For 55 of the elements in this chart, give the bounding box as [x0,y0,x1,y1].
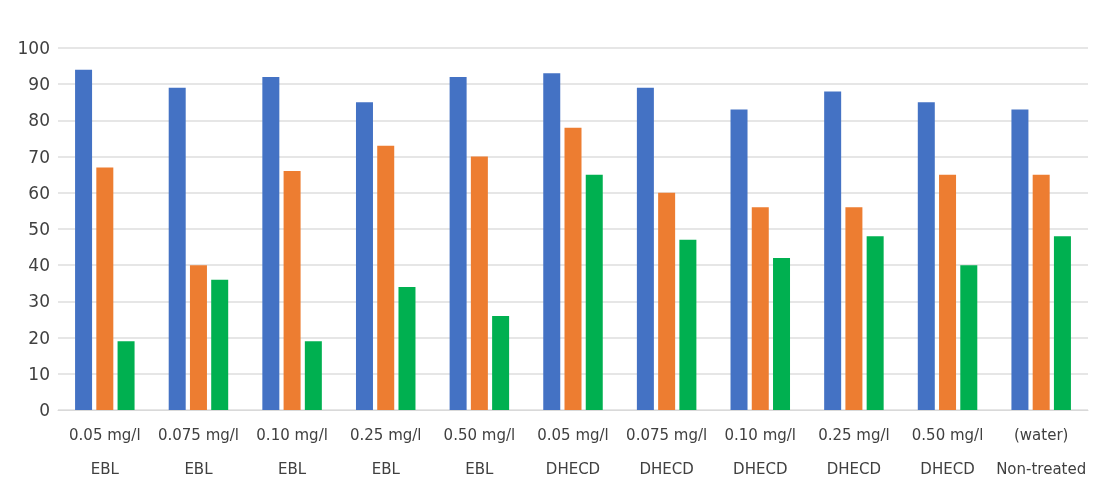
y-tick-label: 60 [28,182,50,203]
bar [658,192,676,410]
bar [939,174,957,410]
bar [492,315,510,410]
bar [96,167,114,410]
y-tick-label: 100 [17,38,50,58]
bar [449,76,467,410]
y-tick-label: 0 [39,400,50,420]
y-tick-label: 80 [28,110,50,131]
x-tick-label: 0.10 mg/l DHECD [724,426,797,478]
x-tick-label: 0.25 mg/l DHECD [818,426,890,478]
bar [960,265,978,410]
bar [866,236,884,410]
bar [773,257,791,410]
bar [917,102,935,410]
bar [824,91,842,410]
x-tick-label: (water) Non-treated [996,426,1087,478]
x-tick-label: 0.50 mg/l EBL [443,426,516,478]
x-tick-label: 0.05 mg/l DHECD [537,426,609,478]
y-tick-label: 90 [28,74,50,95]
x-tick-label: 0.25 mg/l EBL [349,426,422,478]
y-tick-label: 30 [28,291,50,312]
bar [543,73,561,410]
bar [585,174,603,410]
y-tick-label: 70 [28,146,50,167]
x-tick-label: 0.075 mg/l EBL [157,426,239,478]
bar [564,127,582,410]
y-tick-label: 20 [28,327,50,348]
y-tick-label: 50 [28,219,50,239]
y-tick-label: 40 [28,255,50,276]
bar [262,76,280,410]
bar [211,279,229,410]
bar [636,87,654,410]
bar [283,171,301,410]
y-tick-label: 10 [28,363,50,384]
bar [75,69,93,410]
bar [751,207,769,410]
bar [730,109,748,410]
bar [377,145,395,410]
x-tick-label: 0.50 mg/l DHECD [911,426,984,478]
x-tick-label: 0.05 mg/l EBL [69,426,141,478]
bar [1032,174,1050,410]
bar [189,265,207,410]
x-tick-label: 0.10 mg/l EBL [256,426,328,478]
bar [117,341,135,410]
x-tick-label: 0.075 mg/l DHECD [626,426,708,478]
bar [398,286,416,410]
bar [1011,109,1029,410]
bar [304,341,322,410]
bar [679,239,697,410]
bar [845,207,863,410]
bar [1053,236,1071,410]
bar [168,87,186,410]
bar [355,102,373,410]
bar [470,156,488,410]
